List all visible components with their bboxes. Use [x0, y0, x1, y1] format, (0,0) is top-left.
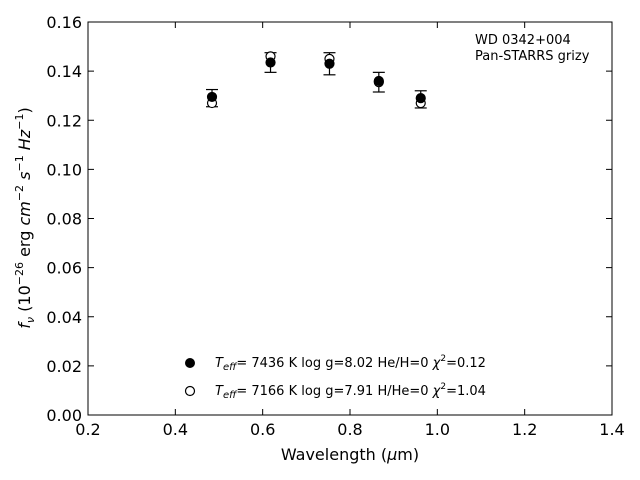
model-point-filled	[324, 58, 335, 69]
y-tick-label: 0.16	[46, 13, 82, 32]
ticks	[87, 21, 613, 416]
y-tick-label: 0.14	[46, 62, 82, 81]
x-axis-label: Wavelength (μm)	[281, 445, 419, 464]
model-point-filled	[373, 75, 384, 87]
y-axis-label: fν (10−26 erg cm−2 s−1 Hz−1)	[13, 107, 37, 328]
model-point-filled	[206, 91, 218, 103]
legend-entry-2: Teff= 7166 K log g=7.91 H/He=0 χ2=1.04	[215, 382, 486, 401]
y-tick-label: 0.04	[46, 308, 82, 327]
y-tick-label: 0.00	[46, 406, 82, 425]
annotation-target: WD 0342+004	[475, 33, 571, 48]
x-tick-label: 1.2	[512, 420, 537, 439]
y-tick-label: 0.12	[46, 111, 82, 130]
x-tick-label: 1.0	[425, 420, 450, 439]
model-point-filled	[265, 57, 276, 68]
legend-entry-1: Teff= 7436 K log g=8.02 He/H=0 χ2=0.12	[215, 354, 486, 373]
model-point-filled	[415, 93, 426, 104]
y-tick-label: 0.08	[46, 210, 82, 229]
tick-labels: 0.2 0.4 0.6 0.8 1.0 1.2 1.4 0.00 0.02 0.04 0.06 0.0…	[46, 13, 624, 439]
legend: Teff= 7436 K log g=8.02 He/H=0 χ2=0.12 T…	[184, 354, 486, 401]
x-tick-label: 1.4	[599, 420, 624, 439]
legend-marker-filled	[185, 358, 195, 368]
y-tick-label: 0.02	[46, 357, 82, 376]
annotation-survey: Pan-STARRS grizy	[475, 49, 590, 64]
data-marks	[206, 51, 427, 109]
legend-marker-open	[184, 385, 196, 397]
x-tick-label: 0.8	[337, 420, 362, 439]
x-tick-label: 0.4	[163, 420, 188, 439]
x-tick-label: 0.2	[75, 420, 100, 439]
y-tick-label: 0.06	[46, 259, 82, 278]
x-tick-label: 0.6	[250, 420, 275, 439]
y-tick-label: 0.10	[46, 160, 82, 179]
